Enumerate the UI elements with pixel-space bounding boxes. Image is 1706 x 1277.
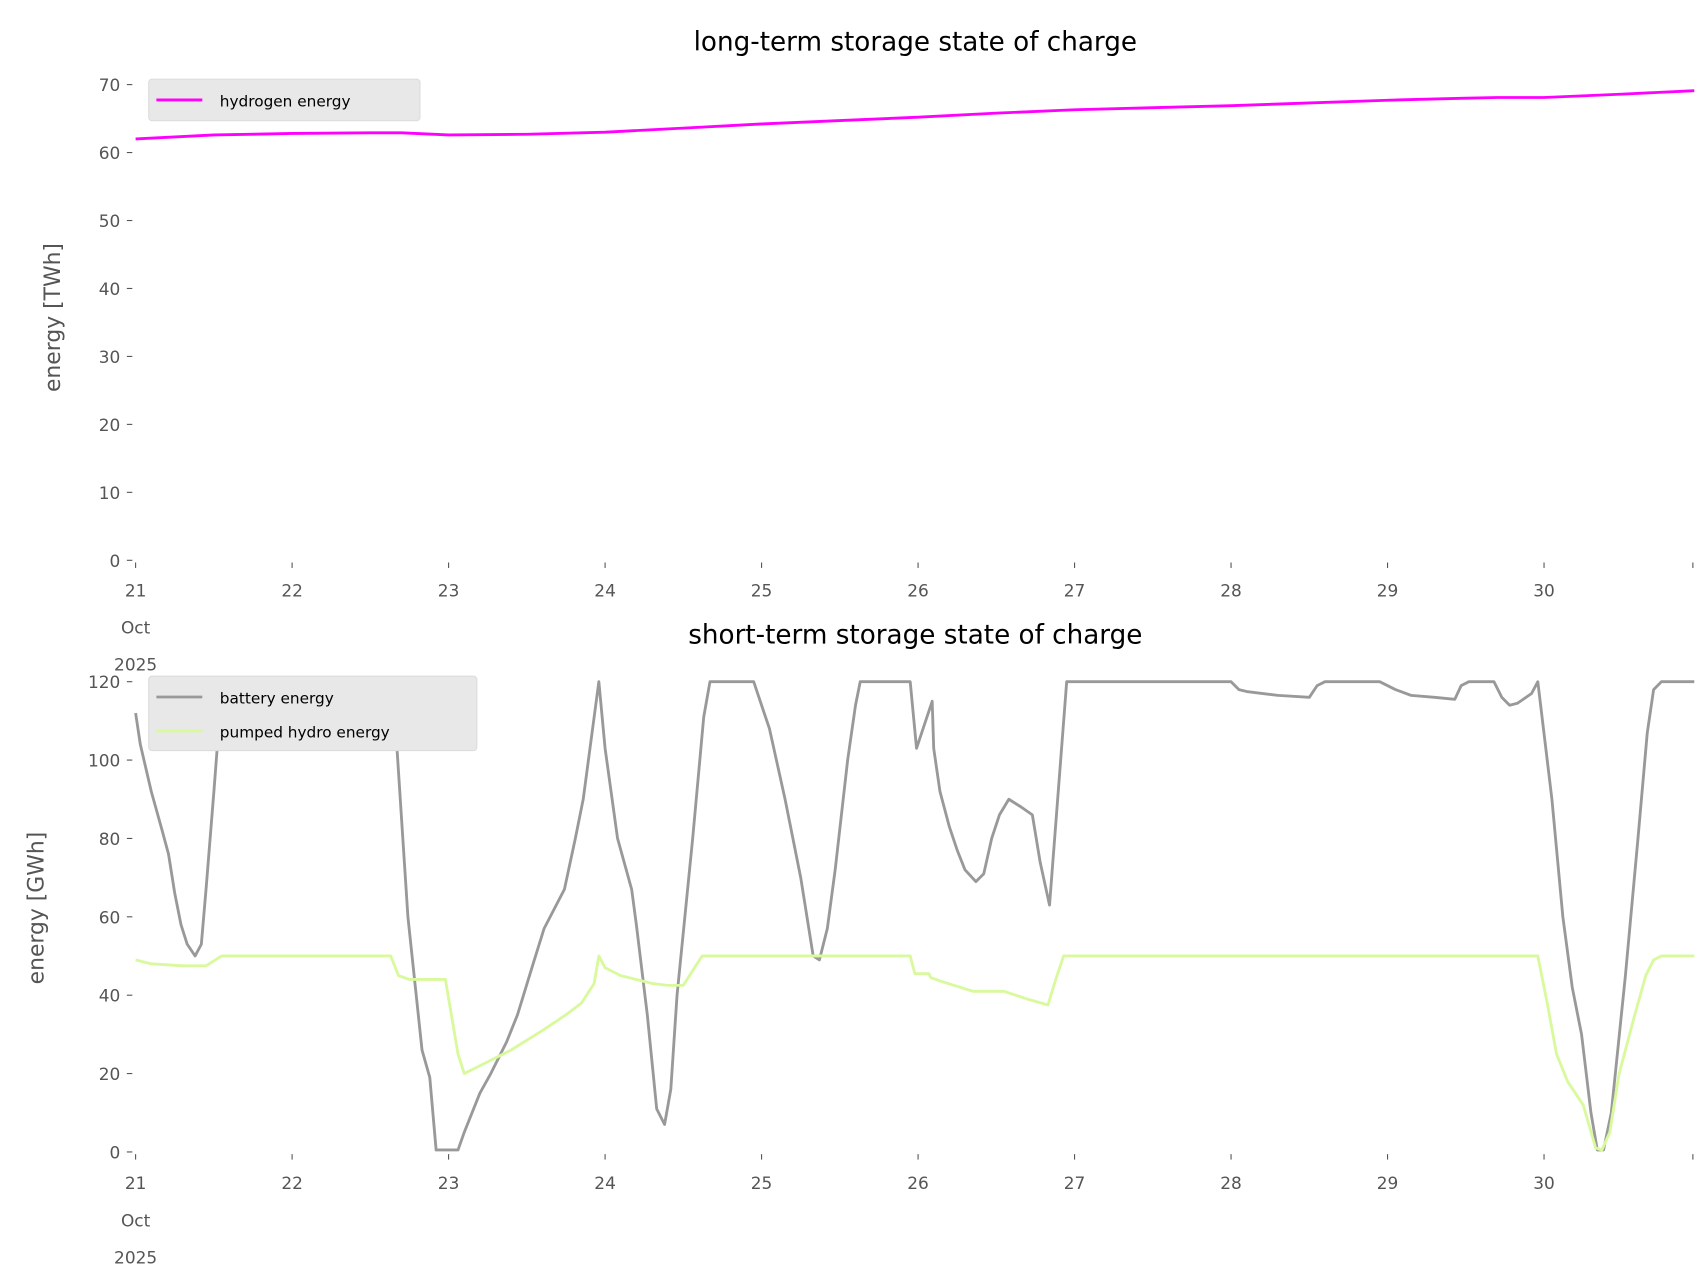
chart-title: long-term storage state of charge	[694, 28, 1137, 58]
x-tick-label: 22	[281, 580, 303, 600]
x-tick-label: 27	[1064, 580, 1086, 600]
x-tick-label: 28	[1220, 1173, 1242, 1193]
series-line-battery-energy	[134, 680, 1695, 1152]
legend-label: pumped hydro energy	[220, 723, 390, 741]
y-axis-label: energy [TWh]	[41, 243, 66, 392]
legend-box	[148, 78, 421, 122]
x-tick-label: 26	[907, 1173, 929, 1193]
x-tick-label: 30	[1533, 1173, 1555, 1193]
y-tick-label: 100	[88, 751, 120, 771]
x-tick-label: 24	[594, 580, 616, 600]
y-tick-label: 60	[99, 907, 121, 927]
x-tick-label: 23	[438, 580, 460, 600]
x-tick-label: 28	[1220, 580, 1242, 600]
x-tick-label: 25	[751, 1173, 773, 1193]
x-tick-label: 22	[281, 1173, 303, 1193]
legend-label: hydrogen energy	[220, 92, 351, 110]
x-tick-label: 23	[438, 1173, 460, 1193]
x-tick-label: 29	[1377, 1173, 1399, 1193]
legend-label: battery energy	[220, 690, 334, 708]
y-tick-label: 0	[110, 551, 121, 571]
y-tick-label: 70	[99, 75, 121, 95]
x-tick-label: 30	[1533, 580, 1555, 600]
x-tick-label: 26	[907, 580, 929, 600]
y-tick-label: 20	[99, 415, 121, 435]
y-tick-label: 80	[99, 829, 121, 849]
y-tick-label: 60	[99, 143, 121, 163]
chart-title: short-term storage state of charge	[688, 620, 1142, 650]
x-tick-label: 24	[594, 1173, 616, 1193]
y-tick-label: 20	[99, 1064, 121, 1084]
x-tick-sublabel: 2025	[114, 1247, 157, 1267]
y-tick-label: 10	[99, 483, 121, 503]
y-tick-label: 120	[88, 672, 120, 692]
x-tick-sublabel: Oct	[121, 1210, 151, 1230]
x-tick-label: 21	[125, 1173, 147, 1193]
y-tick-label: 0	[110, 1143, 121, 1163]
x-tick-sublabel: 2025	[114, 655, 157, 675]
short-term-storage-axes: short-term storage state of charge energ…	[25, 620, 1695, 1267]
long-term-storage-axes: long-term storage state of charge energy…	[41, 28, 1695, 675]
x-tick-label: 29	[1377, 580, 1399, 600]
series-line-pumped-hydro-energy	[135, 954, 1695, 1152]
y-tick-label: 50	[99, 211, 121, 231]
x-tick-label: 25	[751, 580, 773, 600]
x-tick-sublabel: Oct	[121, 618, 151, 638]
y-tick-label: 40	[99, 986, 121, 1006]
y-axis-label: energy [GWh]	[25, 832, 50, 985]
legend-box	[148, 675, 478, 752]
x-tick-label: 21	[125, 580, 147, 600]
x-tick-label: 27	[1064, 1173, 1086, 1193]
y-tick-label: 40	[99, 279, 121, 299]
series-line-hydrogen-energy	[135, 89, 1695, 141]
y-tick-label: 30	[99, 347, 121, 367]
